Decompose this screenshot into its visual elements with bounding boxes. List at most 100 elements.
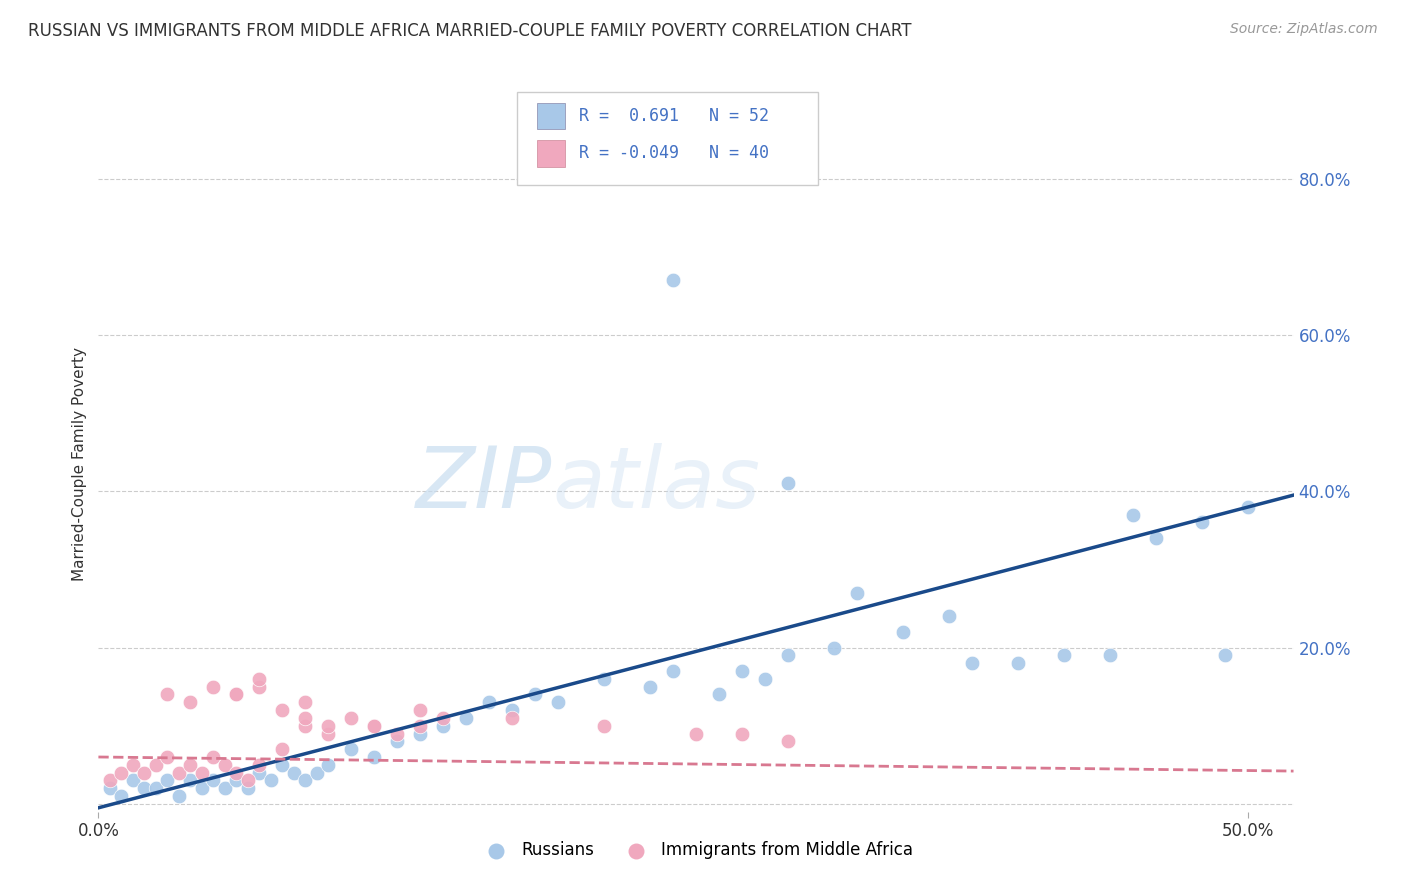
- Point: [225, 765, 247, 780]
- Text: ZIP: ZIP: [416, 443, 553, 526]
- Point: [271, 703, 294, 717]
- Point: [409, 726, 432, 740]
- Point: [776, 648, 799, 663]
- Point: [98, 773, 121, 788]
- Point: [156, 750, 179, 764]
- Point: [593, 719, 616, 733]
- Point: [156, 688, 179, 702]
- Point: [385, 734, 409, 748]
- Point: [1098, 648, 1121, 663]
- Point: [294, 711, 316, 725]
- Point: [340, 742, 363, 756]
- Point: [891, 624, 914, 639]
- Point: [662, 273, 685, 287]
- Point: [305, 765, 328, 780]
- Point: [179, 757, 201, 772]
- Point: [247, 757, 270, 772]
- Point: [225, 688, 247, 702]
- Point: [432, 719, 454, 733]
- Point: [385, 726, 409, 740]
- Point: [202, 680, 225, 694]
- Point: [960, 656, 983, 670]
- Point: [731, 664, 754, 678]
- Point: [363, 719, 385, 733]
- Point: [1007, 656, 1029, 670]
- Point: [247, 765, 270, 780]
- Point: [202, 773, 225, 788]
- Point: [110, 789, 132, 803]
- Point: [98, 781, 121, 796]
- Point: [225, 688, 247, 702]
- Text: atlas: atlas: [553, 443, 761, 526]
- Point: [156, 773, 179, 788]
- Point: [432, 711, 454, 725]
- Point: [823, 640, 845, 655]
- Point: [236, 781, 259, 796]
- Point: [145, 781, 167, 796]
- Text: R = -0.049   N = 40: R = -0.049 N = 40: [579, 145, 769, 162]
- Point: [1191, 516, 1213, 530]
- Point: [363, 750, 385, 764]
- Point: [731, 726, 754, 740]
- Point: [685, 726, 707, 740]
- Point: [340, 711, 363, 725]
- Point: [501, 703, 523, 717]
- Point: [547, 695, 569, 709]
- Point: [134, 765, 156, 780]
- Point: [134, 781, 156, 796]
- Point: [283, 765, 305, 780]
- Point: [260, 773, 283, 788]
- Point: [776, 734, 799, 748]
- Point: [110, 765, 132, 780]
- Point: [1213, 648, 1236, 663]
- Point: [179, 773, 201, 788]
- Point: [294, 773, 316, 788]
- Point: [225, 773, 247, 788]
- Point: [122, 773, 145, 788]
- Point: [294, 695, 316, 709]
- Text: Source: ZipAtlas.com: Source: ZipAtlas.com: [1230, 22, 1378, 37]
- Point: [456, 711, 478, 725]
- Point: [202, 750, 225, 764]
- Point: [271, 757, 294, 772]
- Point: [191, 765, 214, 780]
- Point: [845, 586, 868, 600]
- Point: [271, 742, 294, 756]
- Point: [478, 695, 501, 709]
- Point: [593, 672, 616, 686]
- Point: [294, 719, 316, 733]
- Point: [145, 757, 167, 772]
- Point: [236, 773, 259, 788]
- Point: [409, 703, 432, 717]
- Point: [938, 609, 960, 624]
- Point: [409, 719, 432, 733]
- Point: [122, 757, 145, 772]
- Point: [776, 476, 799, 491]
- Point: [1236, 500, 1258, 514]
- Point: [363, 719, 385, 733]
- Point: [1053, 648, 1076, 663]
- Point: [316, 719, 339, 733]
- Y-axis label: Married-Couple Family Poverty: Married-Couple Family Poverty: [72, 347, 87, 581]
- Point: [167, 789, 190, 803]
- Point: [167, 765, 190, 780]
- Point: [1122, 508, 1144, 522]
- Point: [524, 688, 547, 702]
- Point: [247, 680, 270, 694]
- Point: [707, 688, 730, 702]
- Point: [662, 664, 685, 678]
- Text: RUSSIAN VS IMMIGRANTS FROM MIDDLE AFRICA MARRIED-COUPLE FAMILY POVERTY CORRELATI: RUSSIAN VS IMMIGRANTS FROM MIDDLE AFRICA…: [28, 22, 911, 40]
- Point: [316, 726, 339, 740]
- Point: [638, 680, 661, 694]
- Point: [179, 695, 201, 709]
- Point: [191, 781, 214, 796]
- Point: [247, 672, 270, 686]
- Point: [316, 757, 339, 772]
- Legend: Russians, Immigrants from Middle Africa: Russians, Immigrants from Middle Africa: [472, 835, 920, 866]
- Text: R =  0.691   N = 52: R = 0.691 N = 52: [579, 107, 769, 125]
- Point: [501, 711, 523, 725]
- Point: [754, 672, 776, 686]
- Point: [1144, 531, 1167, 545]
- Point: [214, 781, 236, 796]
- Point: [214, 757, 236, 772]
